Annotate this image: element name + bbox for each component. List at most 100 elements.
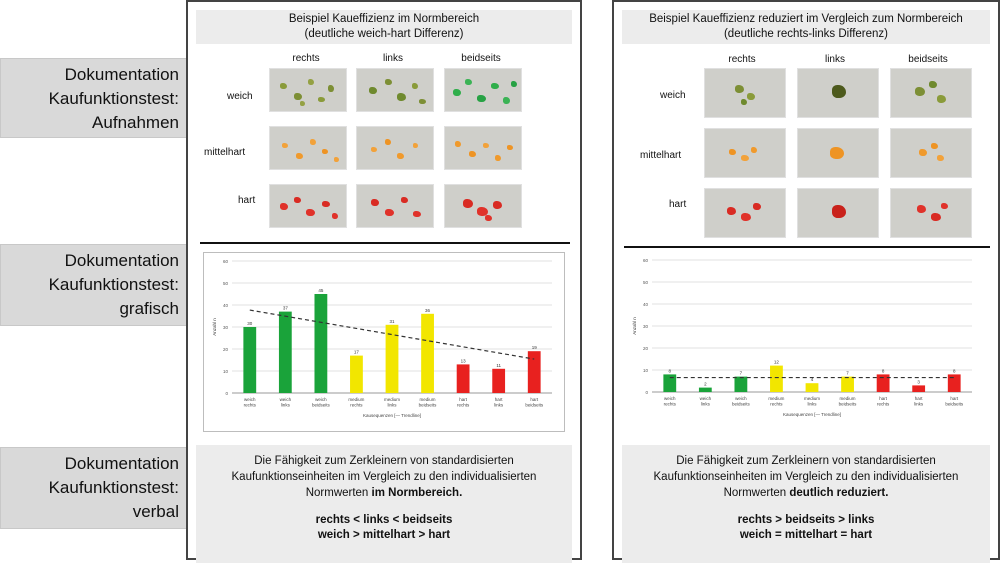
title-line: (deutliche weich-hart Differenz): [304, 28, 464, 40]
col-head-rechts: rechts: [292, 53, 320, 64]
bar: [698, 387, 712, 392]
right-chart: 0 10 20 30 40 50 60 8 weich rechts 2 weich links 7 wei…: [624, 252, 986, 432]
relations: rechts < links < beidseits weich > mitte…: [196, 513, 572, 543]
category-label: hart beidseits: [945, 396, 964, 407]
right-chart-svg: 0 10 20 30 40 50 60 8 weich rechts 2 weich links 7 wei…: [632, 258, 972, 417]
photo-weich-rechts: [704, 68, 786, 118]
relations: rechts > beidseits > links weich = mitte…: [622, 513, 990, 543]
divider: [200, 242, 570, 244]
relation-hardness: weich = mittelhart = hart: [739, 529, 873, 541]
bar: [314, 294, 328, 393]
category-label: medium rechts: [768, 396, 784, 407]
category-label: weich rechts: [244, 397, 257, 408]
y-tick-label: 60: [643, 258, 649, 263]
x-axis-label: Kausequenzen [— Trendline]: [363, 413, 421, 418]
col-head-beidseits: beidseits: [908, 54, 948, 65]
col-head-beidseits: beidseits: [461, 53, 501, 64]
category-label: weich beidseits: [312, 397, 331, 408]
category-label: hart rechts: [877, 396, 890, 407]
data-label: 19: [532, 345, 538, 350]
row-head-mittelhart: mittelhart: [640, 150, 682, 161]
data-label: 7: [846, 371, 849, 376]
verbal-bold: deutlich reduziert.: [789, 487, 889, 499]
bar: [770, 365, 783, 392]
category-label: medium rechts: [348, 397, 364, 408]
bar: [243, 327, 257, 393]
bar: [421, 313, 434, 393]
photo-mittelhart-beidseits: [890, 128, 972, 178]
y-tick-label: 30: [643, 324, 649, 329]
side-label-line: Dokumentation: [64, 251, 179, 270]
data-label: 11: [496, 363, 501, 368]
verbal-line: Normwerten im Normbereich.: [196, 485, 572, 501]
data-label: 3: [917, 379, 920, 384]
left-chart: 0 10 20 30 40 50 60 30 weich rechts 37 weich links 45…: [203, 252, 565, 432]
side-label-line: Kaufunktionstest:: [48, 478, 179, 497]
side-label-line: Dokumentation: [64, 65, 179, 84]
bar: [947, 374, 961, 392]
photo-hart-rechts: [704, 188, 786, 238]
category-label: weich beidseits: [732, 396, 751, 407]
right-panel-title: Beispiel Kaueffizienz reduziert im Vergl…: [622, 10, 990, 44]
bar: [350, 355, 363, 393]
category-label: weich links: [280, 397, 292, 408]
left-panel-title: Beispiel Kaueffizienz im Normbereich (de…: [196, 10, 572, 44]
y-tick-label: 0: [645, 390, 648, 395]
row-head-mittelhart: mittelhart: [204, 147, 246, 158]
photo-weich-links: [356, 68, 434, 112]
category-label: medium links: [804, 396, 820, 407]
col-head-rechts: rechts: [728, 54, 756, 65]
photo-mittelhart-links: [356, 126, 434, 170]
photo-weich-beidseits: [890, 68, 972, 118]
trendline: [249, 309, 535, 360]
verbal-line: Die Fähigkeit zum Zerkleinern von standa…: [254, 455, 514, 467]
verbal-bold: im Normbereich.: [371, 487, 463, 499]
data-label: 37: [283, 306, 289, 311]
photo-mittelhart-links: [797, 128, 879, 178]
verbal-line: Kaufunktionseinheiten im Vergleich zu de…: [653, 471, 959, 483]
title-line: Beispiel Kaueffizienz reduziert im Vergl…: [649, 13, 963, 25]
x-axis-label: Kausequenzen [— Trendline]: [783, 412, 841, 417]
y-tick-label: 20: [643, 346, 649, 351]
right-verbal: Die Fähigkeit zum Zerkleinern von standa…: [622, 445, 990, 563]
y-tick-label: 50: [643, 280, 649, 285]
left-panel: Beispiel Kaueffizienz im Normbereich (de…: [186, 0, 582, 563]
bar: [278, 311, 292, 393]
data-label: 45: [318, 288, 324, 293]
photo-hart-links: [797, 188, 879, 238]
data-label: 7: [740, 371, 743, 376]
row-head-weich: weich: [660, 90, 686, 101]
relation-side: rechts < links < beidseits: [315, 514, 453, 526]
data-label: 8: [882, 368, 885, 373]
y-axis-label: Anzahl n: [632, 317, 637, 335]
photo-hart-links: [356, 184, 434, 228]
category-label: hart rechts: [457, 397, 470, 408]
photo-mittelhart-beidseits: [444, 126, 522, 170]
category-label: medium links: [384, 397, 400, 408]
data-label: 2: [704, 382, 707, 387]
verbal-text: Normwerten: [723, 487, 790, 499]
photo-weich-links: [797, 68, 879, 118]
relation-side: rechts > beidseits > links: [737, 514, 875, 526]
left-chart-svg: 0 10 20 30 40 50 60 30 weich rechts 37 weich links 45…: [212, 259, 552, 418]
verbal-line: Die Fähigkeit zum Zerkleinern von standa…: [676, 455, 936, 467]
side-label-line: Aufnahmen: [92, 113, 179, 132]
data-label: 12: [774, 360, 780, 365]
photo-hart-beidseits: [444, 184, 522, 228]
verbal-text: Normwerten: [305, 487, 372, 499]
photo-weich-beidseits: [444, 68, 522, 112]
y-axis-label: Anzahl n: [212, 318, 217, 336]
y-tick-label: 50: [223, 281, 229, 286]
title-line: (deutliche rechts-links Differenz): [723, 28, 889, 40]
right-panel: Beispiel Kaueffizienz reduziert im Vergl…: [612, 0, 1000, 563]
side-label-grafisch: Dokumentation Kaufunktionstest: grafisch: [0, 244, 188, 326]
verbal-line: Normwerten deutlich reduziert.: [622, 485, 990, 501]
category-label: medium beidseits: [419, 397, 438, 408]
data-label: 13: [461, 358, 467, 363]
y-tick-label: 20: [223, 347, 229, 352]
col-head-links: links: [382, 53, 403, 64]
bar: [805, 383, 819, 392]
title-line: Beispiel Kaueffizienz im Normbereich: [288, 13, 480, 25]
data-label: 30: [247, 321, 253, 326]
side-label-line: grafisch: [119, 299, 179, 318]
